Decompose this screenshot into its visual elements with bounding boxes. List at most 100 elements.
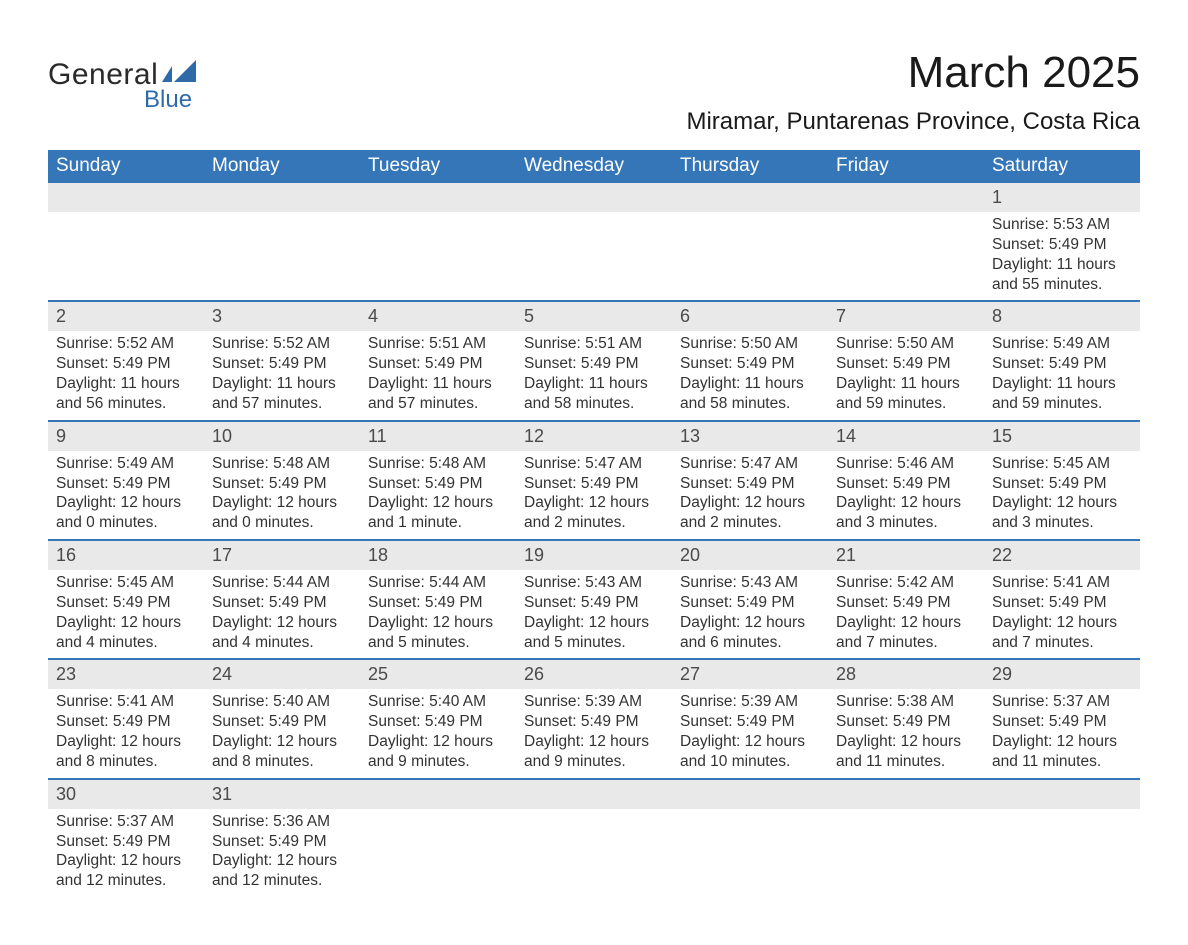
sunrise-label: Sunrise: <box>680 574 741 591</box>
sunrise: Sunrise: 5:39 AM <box>524 692 664 712</box>
sunrise-label: Sunrise: <box>680 455 741 472</box>
calendar-table: SundayMondayTuesdayWednesdayThursdayFrid… <box>48 150 1140 897</box>
logo-flag-icon <box>162 58 196 88</box>
weekday-header-row: SundayMondayTuesdayWednesdayThursdayFrid… <box>48 150 1140 183</box>
daylight-label: Daylight: <box>212 494 277 511</box>
daylight-label: Daylight: <box>836 494 901 511</box>
daylight-label: Daylight: <box>368 375 433 392</box>
sunrise: Sunrise: 5:45 AM <box>992 454 1132 474</box>
sunrise-label: Sunrise: <box>212 574 273 591</box>
sunset-label: Sunset: <box>680 594 737 611</box>
day-number: 22 <box>984 541 1140 570</box>
sunset-value: 5:49 PM <box>425 475 483 492</box>
sunset-label: Sunset: <box>212 594 269 611</box>
sunset: Sunset: 5:49 PM <box>212 354 352 374</box>
sunset-value: 5:49 PM <box>269 833 327 850</box>
sunrise-label: Sunrise: <box>56 693 117 710</box>
daylight-label: Daylight: <box>368 494 433 511</box>
sunset-label: Sunset: <box>680 475 737 492</box>
sunset-value: 5:49 PM <box>581 475 639 492</box>
sunrise-label: Sunrise: <box>212 813 273 830</box>
sunset-value: 5:49 PM <box>425 594 483 611</box>
calendar-cell: 14Sunrise: 5:46 AMSunset: 5:49 PMDayligh… <box>828 421 984 540</box>
daylight: Daylight: 12 hours and 1 minute. <box>368 493 508 533</box>
calendar-cell <box>516 183 672 301</box>
sunrise: Sunrise: 5:42 AM <box>836 573 976 593</box>
sunset: Sunset: 5:49 PM <box>836 712 976 732</box>
day-number: 25 <box>360 660 516 689</box>
sunrise-value: 5:39 AM <box>741 693 798 710</box>
day-data: Sunrise: 5:39 AMSunset: 5:49 PMDaylight:… <box>516 689 672 777</box>
calendar-cell <box>984 779 1140 897</box>
sunset-value: 5:49 PM <box>113 833 171 850</box>
sunrise: Sunrise: 5:36 AM <box>212 812 352 832</box>
daylight-label: Daylight: <box>56 852 121 869</box>
weekday-header: Wednesday <box>516 150 672 183</box>
daylight-label: Daylight: <box>680 494 745 511</box>
calendar-cell: 28Sunrise: 5:38 AMSunset: 5:49 PMDayligh… <box>828 659 984 778</box>
calendar-cell: 8Sunrise: 5:49 AMSunset: 5:49 PMDaylight… <box>984 301 1140 420</box>
sunset-label: Sunset: <box>836 594 893 611</box>
sunset: Sunset: 5:49 PM <box>836 593 976 613</box>
daylight: Daylight: 12 hours and 4 minutes. <box>212 613 352 653</box>
sunset-label: Sunset: <box>836 355 893 372</box>
sunrise-value: 5:51 AM <box>429 335 486 352</box>
sunset-label: Sunset: <box>368 475 425 492</box>
sunset: Sunset: 5:49 PM <box>368 712 508 732</box>
sunrise-label: Sunrise: <box>680 335 741 352</box>
weekday-header: Thursday <box>672 150 828 183</box>
day-data: Sunrise: 5:49 AMSunset: 5:49 PMDaylight:… <box>48 451 204 539</box>
sunrise-value: 5:47 AM <box>741 455 798 472</box>
daylight: Daylight: 12 hours and 7 minutes. <box>992 613 1132 653</box>
sunrise-label: Sunrise: <box>368 335 429 352</box>
sunset: Sunset: 5:49 PM <box>212 832 352 852</box>
calendar-cell <box>672 779 828 897</box>
day-number <box>672 780 828 809</box>
sunset: Sunset: 5:49 PM <box>992 474 1132 494</box>
sunset-label: Sunset: <box>524 355 581 372</box>
day-number: 16 <box>48 541 204 570</box>
sunrise-value: 5:39 AM <box>585 693 642 710</box>
day-number: 11 <box>360 422 516 451</box>
daylight: Daylight: 12 hours and 0 minutes. <box>212 493 352 533</box>
sunset: Sunset: 5:49 PM <box>56 832 196 852</box>
daylight: Daylight: 12 hours and 8 minutes. <box>56 732 196 772</box>
daylight: Daylight: 12 hours and 9 minutes. <box>368 732 508 772</box>
day-number <box>360 780 516 809</box>
sunrise-value: 5:38 AM <box>897 693 954 710</box>
day-number: 3 <box>204 302 360 331</box>
sunrise: Sunrise: 5:37 AM <box>56 812 196 832</box>
daylight: Daylight: 11 hours and 55 minutes. <box>992 255 1132 295</box>
daylight: Daylight: 11 hours and 57 minutes. <box>212 374 352 414</box>
calendar-body: 1Sunrise: 5:53 AMSunset: 5:49 PMDaylight… <box>48 183 1140 897</box>
daylight-label: Daylight: <box>836 375 901 392</box>
day-number: 24 <box>204 660 360 689</box>
sunrise-value: 5:44 AM <box>429 574 486 591</box>
calendar-cell: 1Sunrise: 5:53 AMSunset: 5:49 PMDaylight… <box>984 183 1140 301</box>
daylight: Daylight: 12 hours and 11 minutes. <box>992 732 1132 772</box>
day-data: Sunrise: 5:48 AMSunset: 5:49 PMDaylight:… <box>360 451 516 539</box>
daylight: Daylight: 12 hours and 5 minutes. <box>368 613 508 653</box>
calendar-cell: 17Sunrise: 5:44 AMSunset: 5:49 PMDayligh… <box>204 540 360 659</box>
sunrise-value: 5:41 AM <box>1053 574 1110 591</box>
daylight: Daylight: 11 hours and 59 minutes. <box>992 374 1132 414</box>
day-data <box>828 809 984 879</box>
sunset-label: Sunset: <box>56 713 113 730</box>
calendar-cell: 13Sunrise: 5:47 AMSunset: 5:49 PMDayligh… <box>672 421 828 540</box>
sunset-label: Sunset: <box>56 833 113 850</box>
sunrise-value: 5:37 AM <box>117 813 174 830</box>
calendar-cell: 22Sunrise: 5:41 AMSunset: 5:49 PMDayligh… <box>984 540 1140 659</box>
sunset-value: 5:49 PM <box>893 594 951 611</box>
day-number: 17 <box>204 541 360 570</box>
day-data <box>828 212 984 282</box>
sunrise-value: 5:44 AM <box>273 574 330 591</box>
calendar-row: 2Sunrise: 5:52 AMSunset: 5:49 PMDaylight… <box>48 301 1140 420</box>
sunrise: Sunrise: 5:44 AM <box>212 573 352 593</box>
sunset-value: 5:49 PM <box>113 594 171 611</box>
calendar-cell: 26Sunrise: 5:39 AMSunset: 5:49 PMDayligh… <box>516 659 672 778</box>
daylight: Daylight: 11 hours and 57 minutes. <box>368 374 508 414</box>
sunrise-value: 5:49 AM <box>1053 335 1110 352</box>
sunset-label: Sunset: <box>524 713 581 730</box>
sunrise-label: Sunrise: <box>524 693 585 710</box>
daylight-label: Daylight: <box>212 614 277 631</box>
